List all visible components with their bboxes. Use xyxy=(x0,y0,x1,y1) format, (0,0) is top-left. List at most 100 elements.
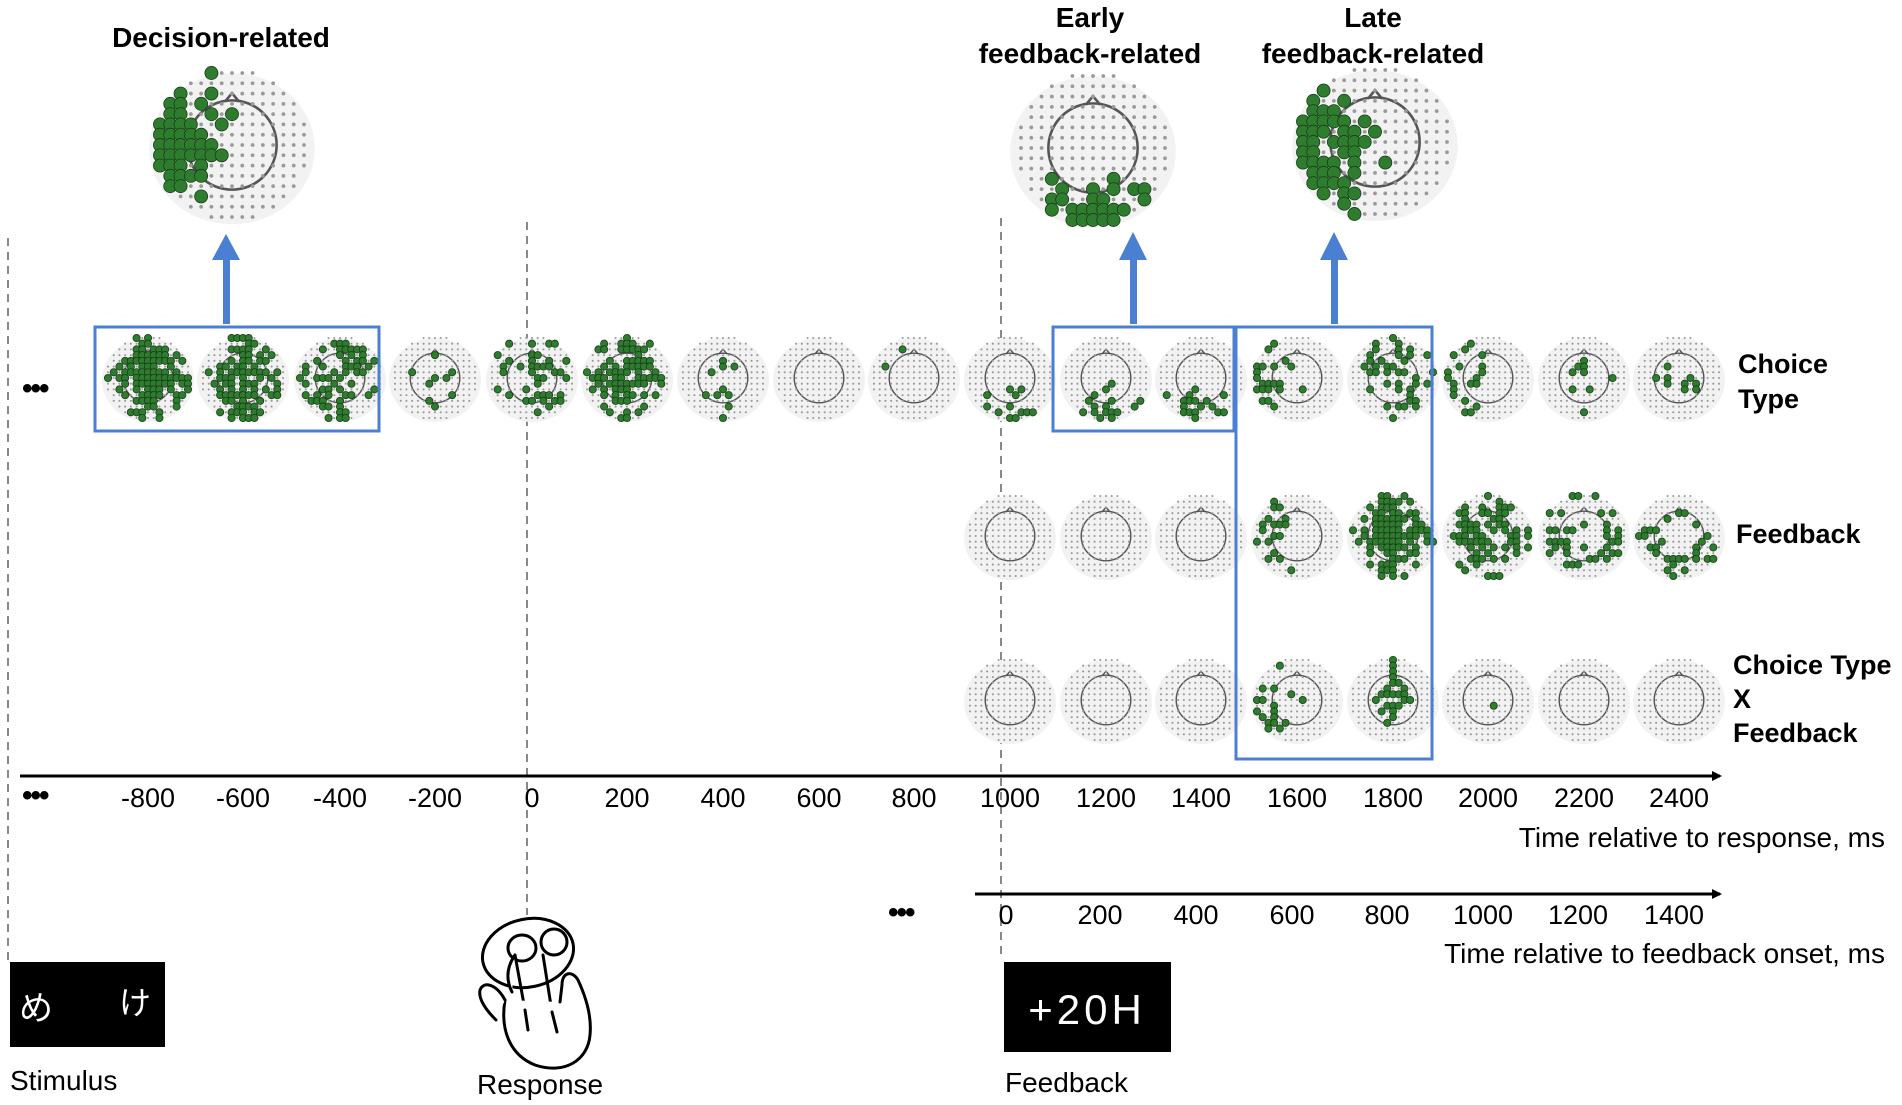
electrode xyxy=(1582,540,1586,543)
electrode xyxy=(1127,704,1130,707)
active-electrode xyxy=(1388,571,1398,581)
active-electrode xyxy=(1663,379,1672,388)
electrode xyxy=(1374,359,1377,362)
electrode xyxy=(129,348,132,351)
electrode xyxy=(1301,336,1304,340)
electrode xyxy=(991,552,994,555)
electrode xyxy=(727,342,730,345)
electrode xyxy=(1139,693,1142,696)
electrode xyxy=(1122,681,1125,684)
electrode xyxy=(1037,348,1040,351)
active-electrode xyxy=(1219,408,1228,417)
electrode xyxy=(1391,411,1395,414)
electrode xyxy=(1087,411,1090,414)
electrode xyxy=(812,388,815,391)
electrode xyxy=(1020,552,1023,555)
electrode xyxy=(991,399,994,402)
electrode xyxy=(1712,529,1715,532)
electrode xyxy=(1122,382,1125,385)
electrode xyxy=(1582,342,1586,345)
electrode xyxy=(1324,354,1327,357)
electrode xyxy=(1093,540,1096,543)
electrode xyxy=(1014,371,1017,374)
electrode xyxy=(1003,534,1006,538)
active-electrode xyxy=(622,396,632,405)
electrode xyxy=(224,405,227,408)
electrode xyxy=(1110,494,1113,498)
electrode xyxy=(1093,710,1096,713)
electrode xyxy=(806,405,809,408)
electrode xyxy=(1677,529,1681,532)
electrode xyxy=(186,365,190,368)
electrode xyxy=(693,399,696,402)
electrode xyxy=(158,336,161,340)
electrode xyxy=(704,354,707,357)
electrode xyxy=(1278,371,1281,374)
electrode xyxy=(631,354,634,357)
electrode xyxy=(1267,534,1270,538)
electrode xyxy=(699,411,702,414)
electrode xyxy=(997,658,1000,662)
electrode xyxy=(1712,512,1715,515)
electrode xyxy=(1188,494,1191,498)
electrode xyxy=(169,371,172,374)
electrode xyxy=(1660,348,1663,351)
electrode xyxy=(1600,517,1603,520)
electrode xyxy=(513,365,516,368)
electrode xyxy=(270,365,273,368)
electrode xyxy=(1307,500,1310,503)
active-electrode xyxy=(1495,571,1504,581)
electrode xyxy=(405,405,408,408)
electrode xyxy=(1064,388,1068,391)
electrode xyxy=(1211,500,1214,503)
active-electrode xyxy=(364,362,373,371)
electrode xyxy=(310,371,313,374)
electrode xyxy=(812,354,815,357)
electrode xyxy=(1446,382,1450,385)
electrode xyxy=(1104,670,1108,673)
electrode xyxy=(835,399,838,402)
electrode xyxy=(941,399,944,402)
electrode xyxy=(1031,506,1034,509)
electrode xyxy=(1076,721,1079,724)
electrode xyxy=(1070,687,1073,690)
electrode xyxy=(1582,376,1586,380)
electrode xyxy=(1194,336,1197,340)
electrode xyxy=(800,359,803,362)
electrode xyxy=(1486,546,1490,549)
electrode xyxy=(1369,517,1372,520)
electrode xyxy=(1318,557,1321,560)
electrode xyxy=(1554,382,1557,385)
electrode xyxy=(181,399,184,402)
electrode xyxy=(1452,365,1455,368)
electrode xyxy=(1380,405,1383,408)
electrode xyxy=(783,376,786,380)
electrode xyxy=(1600,405,1603,408)
electrode xyxy=(1672,365,1675,368)
electrode xyxy=(1104,557,1108,560)
electrode xyxy=(1374,411,1377,414)
electrode xyxy=(1026,704,1029,707)
electrode xyxy=(1611,534,1614,538)
electrode xyxy=(1076,727,1079,730)
electrode xyxy=(1386,394,1389,397)
electrode xyxy=(445,371,448,374)
electrode xyxy=(1199,721,1203,724)
electrode xyxy=(169,394,172,397)
electrode xyxy=(1116,348,1119,351)
electrode xyxy=(1026,348,1029,351)
electrode xyxy=(1037,698,1040,702)
active-electrode xyxy=(1270,362,1279,371)
electrode xyxy=(1087,693,1090,696)
electrode xyxy=(1199,411,1203,414)
electrode xyxy=(473,382,477,385)
electrode xyxy=(468,371,471,374)
electrode xyxy=(1020,693,1023,696)
electrode xyxy=(519,416,522,420)
electrode xyxy=(980,534,983,538)
electrode xyxy=(530,411,534,414)
electrode xyxy=(548,411,551,414)
electrode xyxy=(1660,354,1663,357)
electrode xyxy=(1110,687,1113,690)
electrode xyxy=(986,716,989,719)
